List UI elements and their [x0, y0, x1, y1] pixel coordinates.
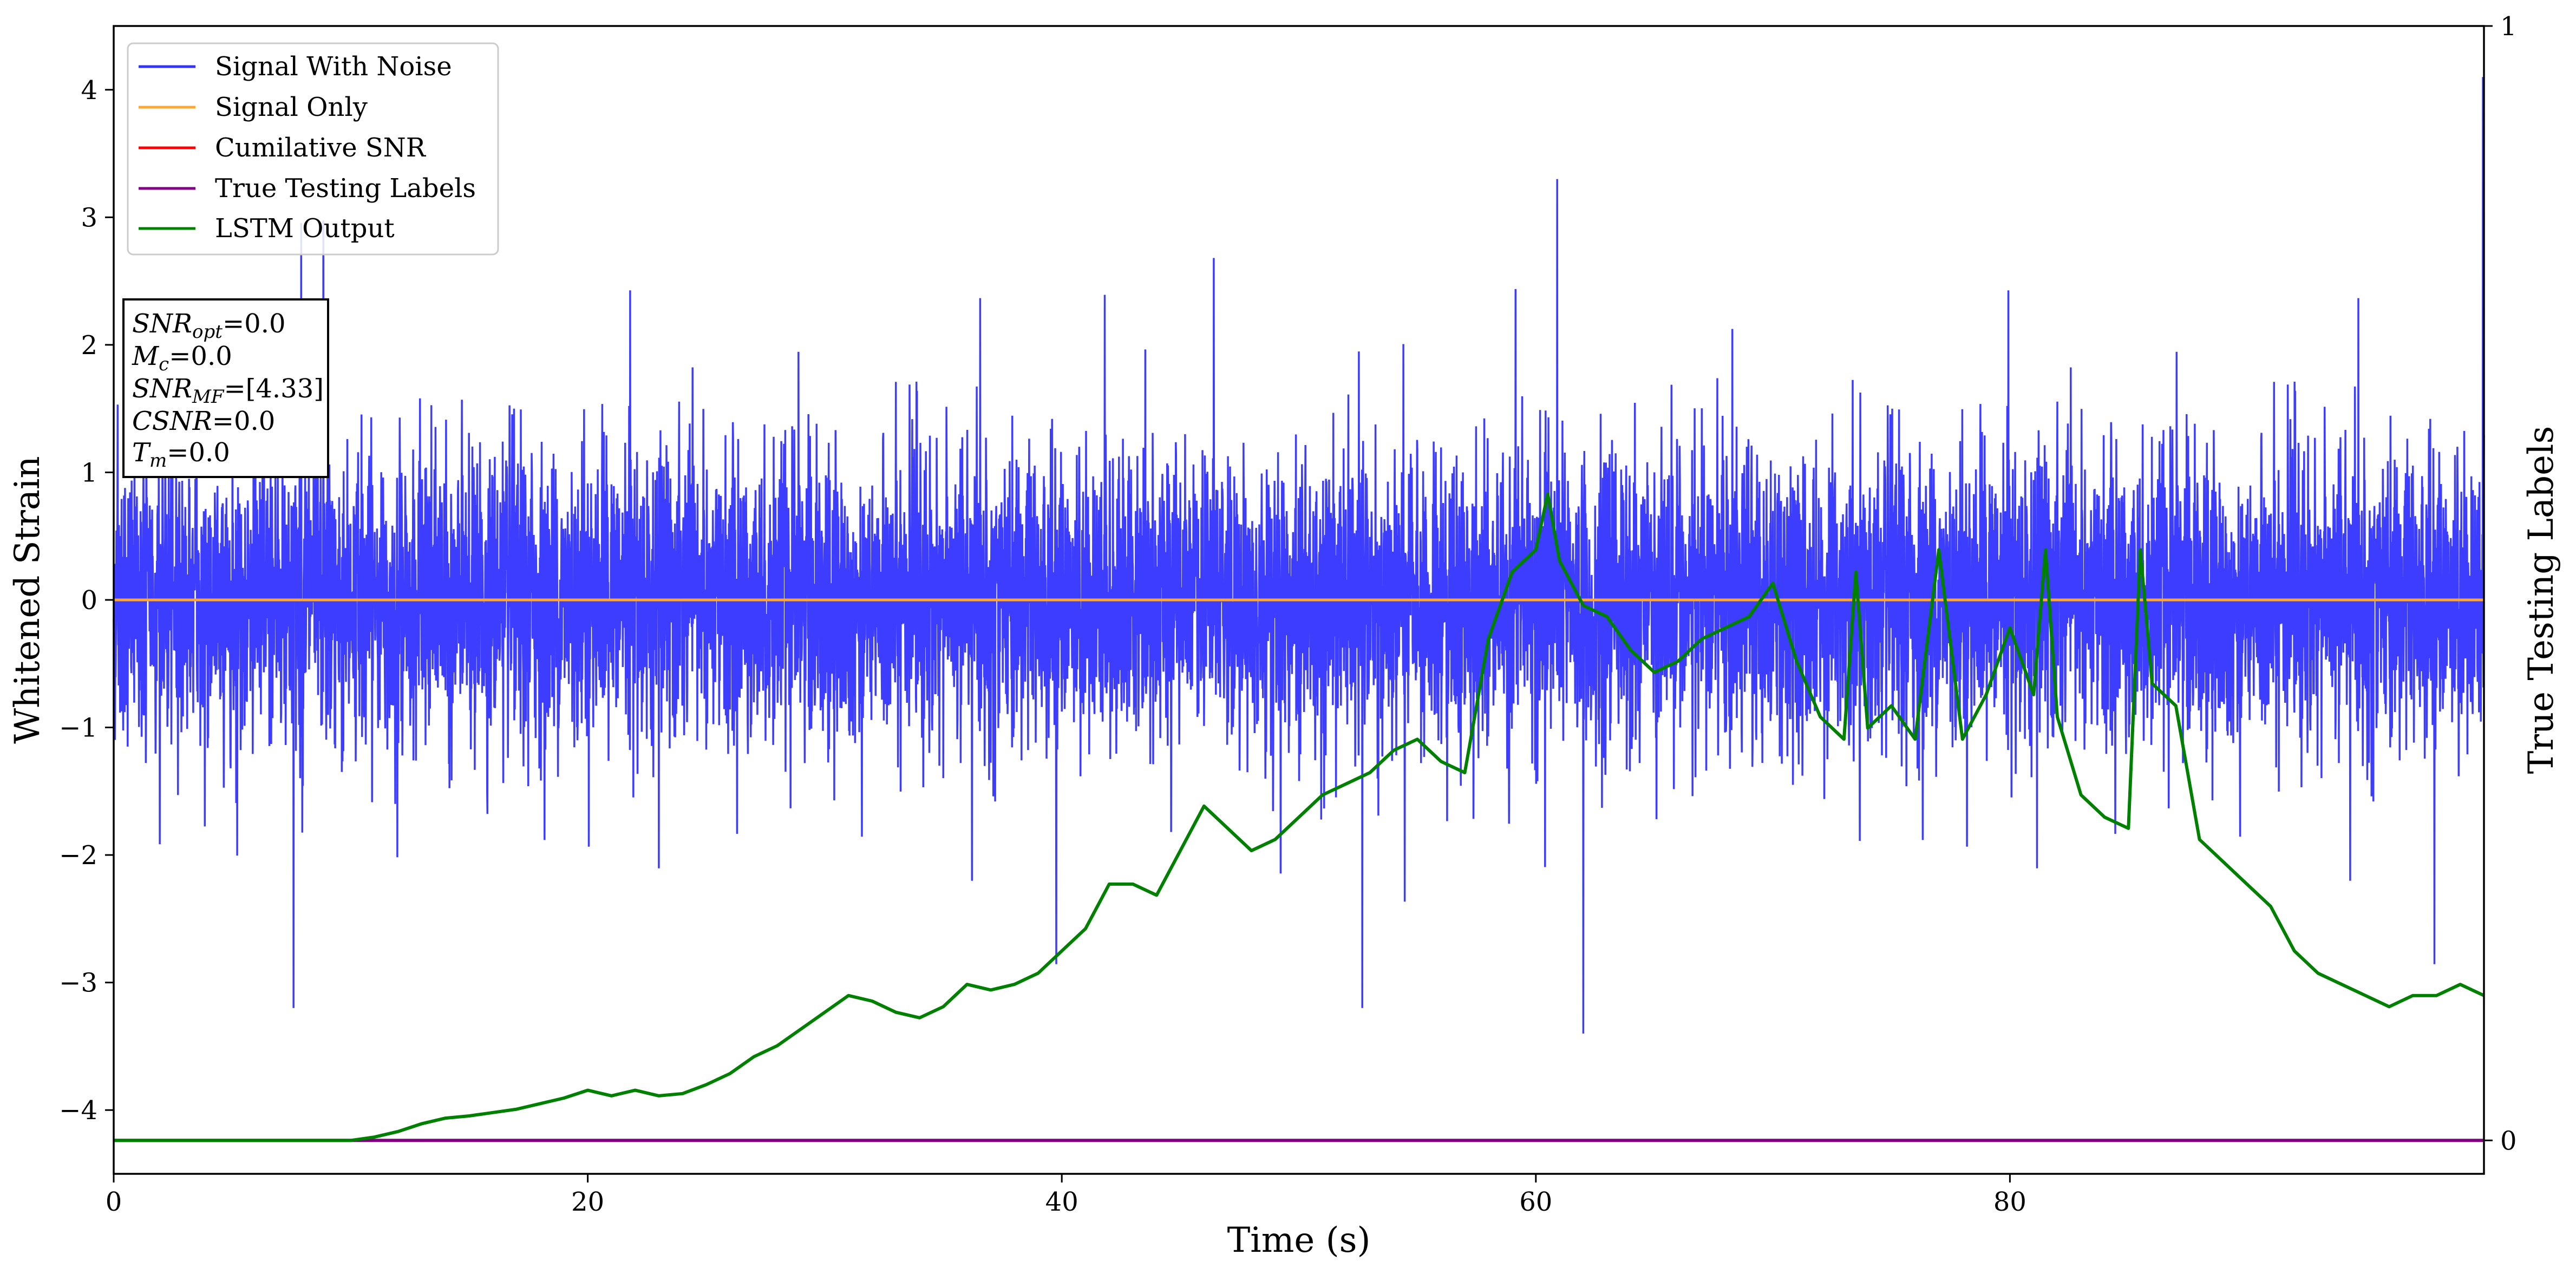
- x-tick-label: 0: [106, 1187, 122, 1217]
- x-tick-label: 80: [1993, 1187, 2026, 1217]
- annotation-line-snr-mf: SNRMF=[4.33]: [132, 374, 324, 408]
- y-tick-label: 2: [81, 330, 97, 361]
- x-tick-label: 40: [1045, 1187, 1078, 1217]
- series-signal-with-noise: [113, 77, 2485, 1034]
- y-tick-label: 1: [81, 458, 97, 488]
- x-tick-label: 60: [1519, 1187, 1552, 1217]
- y-tick-label: −4: [59, 1095, 97, 1126]
- series-lstm-output: [114, 492, 2485, 1142]
- y2-axis-title: True Testing Labels: [2521, 426, 2561, 774]
- annotation-line-snr-opt: SNRopt=0.0: [132, 309, 286, 343]
- y-tick-label: −3: [59, 968, 97, 998]
- axes: 0 20 40 60 80 4 3 2 1 0 −1 −2 −3 −4 1 0: [59, 11, 2516, 1217]
- y-tick-label: 3: [81, 202, 97, 233]
- annotation-frame: [122, 298, 329, 478]
- y2-tick-label: 0: [2500, 1126, 2517, 1156]
- y-tick-label: 0: [81, 585, 97, 616]
- annotation-line-csnr: CSNR=0.0: [132, 406, 275, 436]
- plot-area: [113, 77, 2485, 1142]
- y-axis-title: Whitened Strain: [8, 456, 48, 743]
- legend-label-lstm-output: LSTM Output: [215, 213, 395, 244]
- legend-label-cumilative-snr: Cumilative SNR: [215, 133, 427, 163]
- legend-label-signal-with-noise: Signal With Noise: [215, 51, 452, 82]
- legend-label-true-testing-labels: True Testing Labels: [215, 173, 476, 204]
- y-tick-label: −1: [59, 713, 97, 743]
- legend: Signal With Noise Signal Only Cumilative…: [127, 42, 499, 256]
- legend-label-signal-only: Signal Only: [215, 92, 368, 122]
- y-tick-label: 4: [81, 75, 97, 106]
- y2-tick-label: 1: [2500, 11, 2517, 42]
- x-axis-title: Time (s): [1227, 1220, 1371, 1260]
- annotation-box: SNRopt=0.0 Mc=0.0 SNRMF=[4.33] CSNR=0.0 …: [122, 298, 329, 478]
- annotation-line-mc: Mc=0.0: [132, 341, 232, 375]
- y-tick-label: −2: [59, 840, 97, 871]
- legend-box: [127, 42, 499, 256]
- annotation-line-tm: Tm=0.0: [132, 437, 230, 472]
- x-tick-label: 20: [571, 1187, 604, 1217]
